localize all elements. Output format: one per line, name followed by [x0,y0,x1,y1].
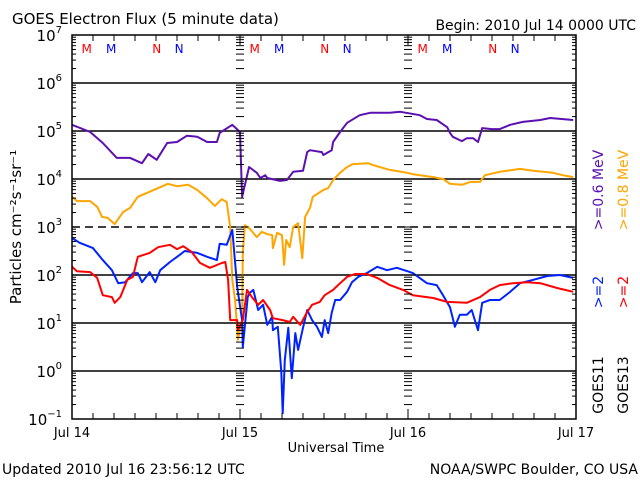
series-line-3 [71,243,574,332]
y-tick-exponent: 6 [56,73,62,84]
x-axis-label: Universal Time [288,441,385,456]
y-tick-exponent: −1 [47,409,62,420]
event-marker: N [320,42,329,56]
y-tick-label: 103 [37,217,62,237]
event-marker: M [82,42,92,56]
tick-labels: Jul 14 Jul 15 Jul 16 Jul 171071061051041031… [28,25,594,441]
begin-time: Begin: 2010 Jul 14 0000 UTC [435,18,636,34]
y-tick-label: 10−1 [28,409,62,429]
y-tick-base: 10 [28,411,47,429]
y-tick-base: 10 [37,267,56,285]
y-tick-exponent: 5 [56,121,62,132]
y-tick-exponent: 2 [56,265,62,276]
event-marker: N [511,42,520,56]
legend: GOES11 >=2 >=0.6 MeV GOES13 >=2 >=0.8 MeV [591,149,632,413]
y-tick-label: 105 [37,121,62,141]
y-tick-exponent: 0 [56,361,62,372]
event-marker: M [442,42,452,56]
y-tick-base: 10 [37,123,56,141]
y-tick-exponent: 4 [56,169,62,180]
legend-satellite: GOES11 [591,356,607,413]
event-marker: N [152,42,161,56]
series-lines [71,110,574,415]
y-tick-label: 100 [37,361,62,381]
y-tick-base: 10 [37,171,56,189]
y-tick-base: 10 [37,219,56,237]
x-tick-label: Jul 15 [221,426,258,441]
x-tick-label: Jul 14 [53,426,90,441]
legend-satellite: GOES13 [616,356,632,413]
event-marker: M [106,42,116,56]
credit-text: NOAA/SWPC Boulder, CO USA [430,462,639,478]
legend-item: >=2 [591,276,607,308]
legend-item: >=0.6 MeV [591,149,607,230]
event-marker: M [418,42,428,56]
y-tick-label: 104 [37,169,62,189]
y-tick-base: 10 [37,315,56,333]
y-tick-exponent: 7 [56,25,62,36]
y-tick-label: 101 [37,313,62,333]
legend-item: >=0.8 MeV [616,149,632,230]
y-axis-label: Particles cm⁻²s⁻¹sr⁻¹ [7,150,25,304]
event-marker: N [488,42,497,56]
legend-item: >=2 [616,276,632,308]
series-line-2 [71,228,574,415]
y-tick-label: 106 [37,73,62,93]
y-tick-base: 10 [37,363,56,381]
axes [71,34,577,420]
y-tick-exponent: 1 [56,313,62,324]
series-line-0 [71,110,574,198]
event-marker: M [250,42,260,56]
series-line-1 [71,162,574,341]
y-tick-base: 10 [37,75,56,93]
y-tick-label: 107 [37,25,62,45]
event-marker: M [274,42,284,56]
chart-title: GOES Electron Flux (5 minute data) [12,10,279,28]
x-tick-label: Jul 17 [557,426,594,441]
y-tick-exponent: 3 [56,217,62,228]
y-tick-base: 10 [37,27,56,45]
x-tick-label: Jul 16 [389,426,426,441]
y-tick-label: 102 [37,265,62,285]
event-marker: N [343,42,352,56]
event-marker: N [175,42,184,56]
updated-timestamp: Updated 2010 Jul 16 23:56:12 UTC [2,462,245,478]
